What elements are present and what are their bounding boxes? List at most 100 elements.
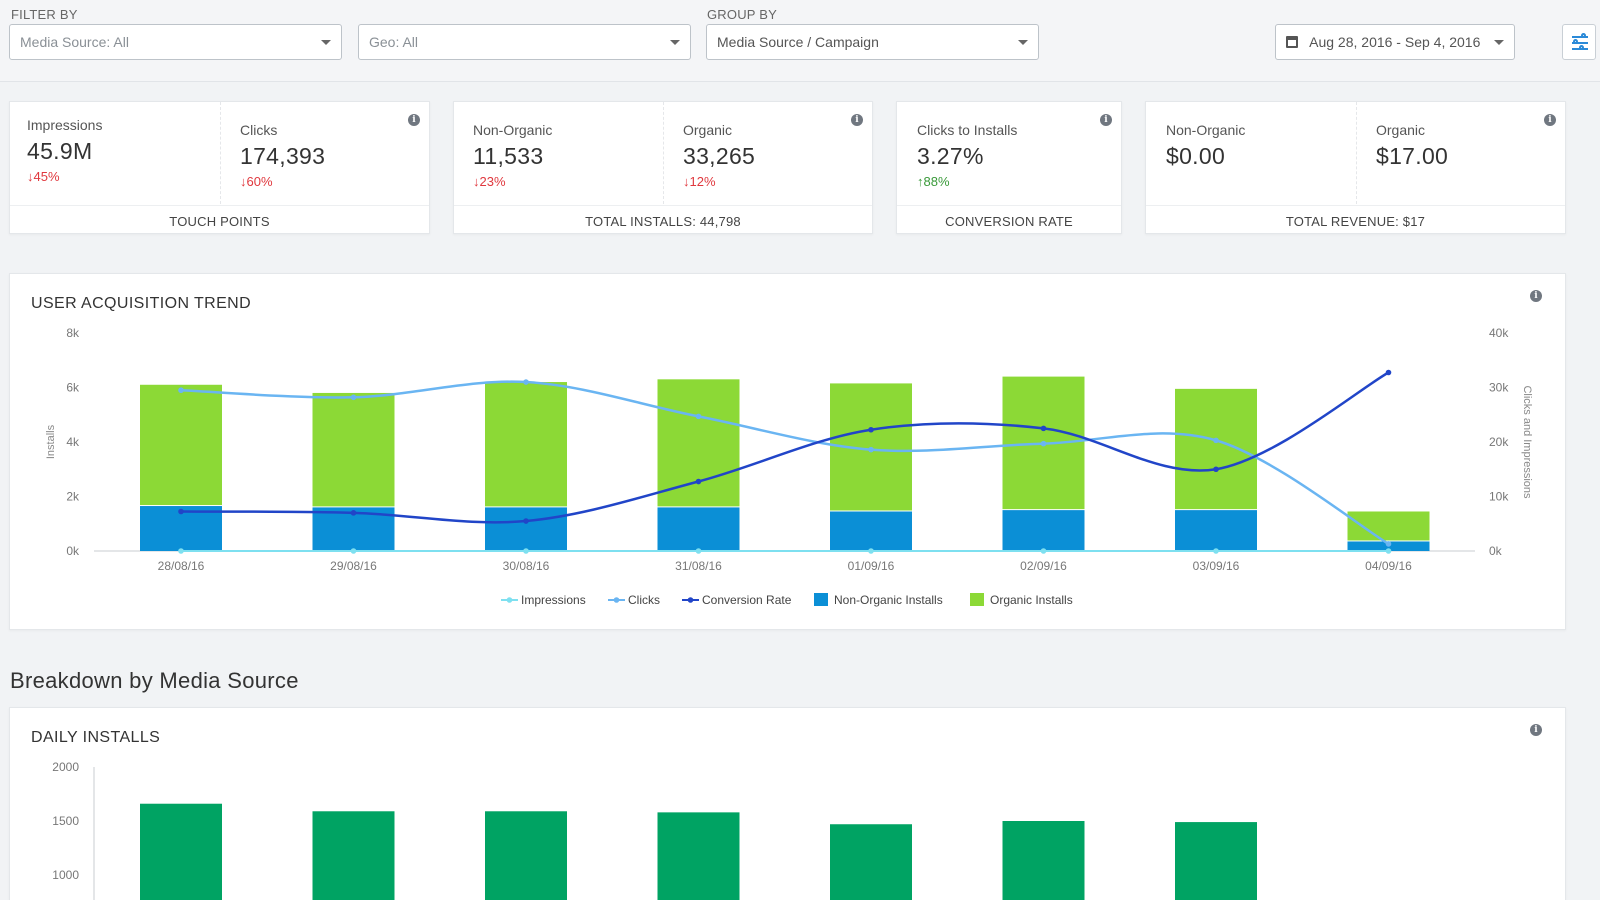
arrow-down-icon: ↓ xyxy=(683,174,690,189)
impressions-value: 45.9M xyxy=(27,138,93,164)
point-conversion-rate xyxy=(1385,369,1392,376)
user-acquisition-trend-panel: USER ACQUISITION TREND i 0k 2k 4k 6k 8k 0k 10k… xyxy=(9,273,1566,630)
breakdown-section-title: Breakdown by Media Source xyxy=(10,668,299,693)
impressions-label: Impressions xyxy=(27,117,103,133)
impressions-delta-value: 45% xyxy=(33,169,60,184)
group-by-select[interactable]: Media Source / Campaign xyxy=(706,24,1039,60)
non-organic-installs-delta: ↓23% xyxy=(473,174,506,189)
conversion-rate-card: Clicks to Installs 3.27% ↑88% i CONVERSI… xyxy=(896,101,1122,234)
organic-revenue-value: $17.00 xyxy=(1376,143,1449,169)
x-tick-label: 04/09/16 xyxy=(1365,559,1412,573)
arrow-down-icon: ↓ xyxy=(240,174,247,189)
sliders-icon xyxy=(1572,36,1588,38)
chevron-down-icon xyxy=(1494,40,1504,45)
geo-select[interactable]: Geo: All xyxy=(358,24,691,60)
arrow-down-icon: ↓ xyxy=(27,169,34,184)
y-tick-label: 2k xyxy=(66,490,80,504)
legend-label: Impressions xyxy=(521,593,586,607)
non-organic-revenue-label: Non-Organic xyxy=(1166,122,1246,138)
clicks-value: 174,393 xyxy=(240,143,326,169)
trend-title: USER ACQUISITION TREND xyxy=(31,295,252,312)
clicks-label: Clicks xyxy=(240,122,278,138)
point-impressions xyxy=(178,548,184,554)
organic-delta-value: 12% xyxy=(689,174,716,189)
legend-swatch xyxy=(970,593,984,606)
divider xyxy=(663,102,664,204)
point-clicks xyxy=(178,387,184,394)
y-tick-label: 2000 xyxy=(52,760,79,774)
media-source-select[interactable]: Media Source: All xyxy=(9,24,342,60)
x-tick-label: 31/08/16 xyxy=(675,559,722,573)
date-range-picker[interactable]: Aug 28, 2016 - Sep 4, 2016 xyxy=(1275,24,1515,60)
total-installs-footer: TOTAL INSTALLS: 44,798 xyxy=(454,205,872,235)
point-conversion-rate xyxy=(178,508,184,515)
x-tick-label: 02/09/16 xyxy=(1020,559,1067,573)
bar-non-organic-installs xyxy=(1002,510,1085,551)
conversion-rate-footer: CONVERSION RATE xyxy=(897,205,1121,235)
point-conversion-rate xyxy=(1213,466,1219,473)
bar-organic-installs xyxy=(312,392,395,507)
line-clicks xyxy=(180,380,1390,545)
legend-label: Non-Organic Installs xyxy=(834,593,943,607)
organic-installs-label: Organic xyxy=(683,122,733,138)
x-tick-label: 29/08/16 xyxy=(330,559,377,573)
bar-daily-installs xyxy=(1175,822,1257,900)
y-tick-label: 8k xyxy=(66,326,80,340)
legend-label: Conversion Rate xyxy=(702,593,792,607)
y2-tick-label: 40k xyxy=(1489,326,1509,340)
point-clicks xyxy=(1213,437,1219,444)
bar-organic-installs xyxy=(140,384,222,506)
chevron-down-icon xyxy=(670,40,680,45)
slider-knob xyxy=(1581,33,1586,38)
point-impressions xyxy=(523,548,529,554)
info-icon[interactable]: i xyxy=(408,114,420,126)
settings-button[interactable] xyxy=(1562,24,1596,60)
point-clicks xyxy=(868,446,874,453)
info-icon[interactable]: i xyxy=(1530,724,1542,736)
filter-by-label: FILTER BY xyxy=(11,7,78,22)
bar-daily-installs xyxy=(312,811,395,900)
point-conversion-rate xyxy=(868,426,874,433)
divider xyxy=(1356,102,1357,204)
point-conversion-rate xyxy=(523,518,529,524)
conversion-delta-value: 88% xyxy=(923,174,950,189)
media-source-value: Media Source: All xyxy=(20,34,129,50)
info-icon[interactable]: i xyxy=(1544,114,1556,126)
x-tick-label: 28/08/16 xyxy=(158,559,205,573)
y2-axis-label: Clicks and Impressions xyxy=(1521,385,1533,499)
legend-swatch xyxy=(814,593,828,606)
legend-swatch-dot xyxy=(687,597,694,603)
legend-swatch-dot xyxy=(506,597,513,603)
info-icon[interactable]: i xyxy=(1100,114,1112,126)
clicks-delta: ↓60% xyxy=(240,174,273,189)
point-conversion-rate xyxy=(1040,425,1047,432)
point-impressions xyxy=(1040,548,1047,554)
point-clicks xyxy=(350,394,357,401)
chevron-down-icon xyxy=(1018,40,1028,45)
bar-non-organic-installs xyxy=(485,507,567,551)
impressions-delta: ↓45% xyxy=(27,169,60,184)
touch-points-footer: TOUCH POINTS xyxy=(10,205,429,235)
legend-swatch-dot xyxy=(613,597,620,603)
point-clicks xyxy=(1040,440,1047,447)
y-axis-label: Installs xyxy=(45,424,57,459)
divider xyxy=(220,102,221,204)
non-organic-installs-label: Non-Organic xyxy=(473,122,553,138)
y2-tick-label: 0k xyxy=(1489,544,1503,558)
point-impressions xyxy=(695,548,702,554)
y-tick-label: 6k xyxy=(66,381,80,395)
info-icon[interactable]: i xyxy=(1530,290,1542,302)
touch-points-card: Impressions 45.9M ↓45% Clicks 174,393 ↓6… xyxy=(9,101,430,234)
legend-label: Organic Installs xyxy=(990,593,1073,607)
x-tick-label: 01/09/16 xyxy=(848,559,895,573)
info-icon[interactable]: i xyxy=(851,114,863,126)
organic-revenue-label: Organic xyxy=(1376,122,1426,138)
y2-tick-label: 10k xyxy=(1489,490,1509,504)
group-by-label: GROUP BY xyxy=(707,7,777,22)
daily-installs-chart: 1000 1500 2000 xyxy=(52,760,1257,900)
point-impressions xyxy=(1213,548,1219,554)
x-tick-label: 30/08/16 xyxy=(503,559,550,573)
y-tick-label: 1000 xyxy=(52,868,79,882)
point-clicks xyxy=(523,379,529,385)
sliders-icon-bar xyxy=(1572,42,1588,44)
